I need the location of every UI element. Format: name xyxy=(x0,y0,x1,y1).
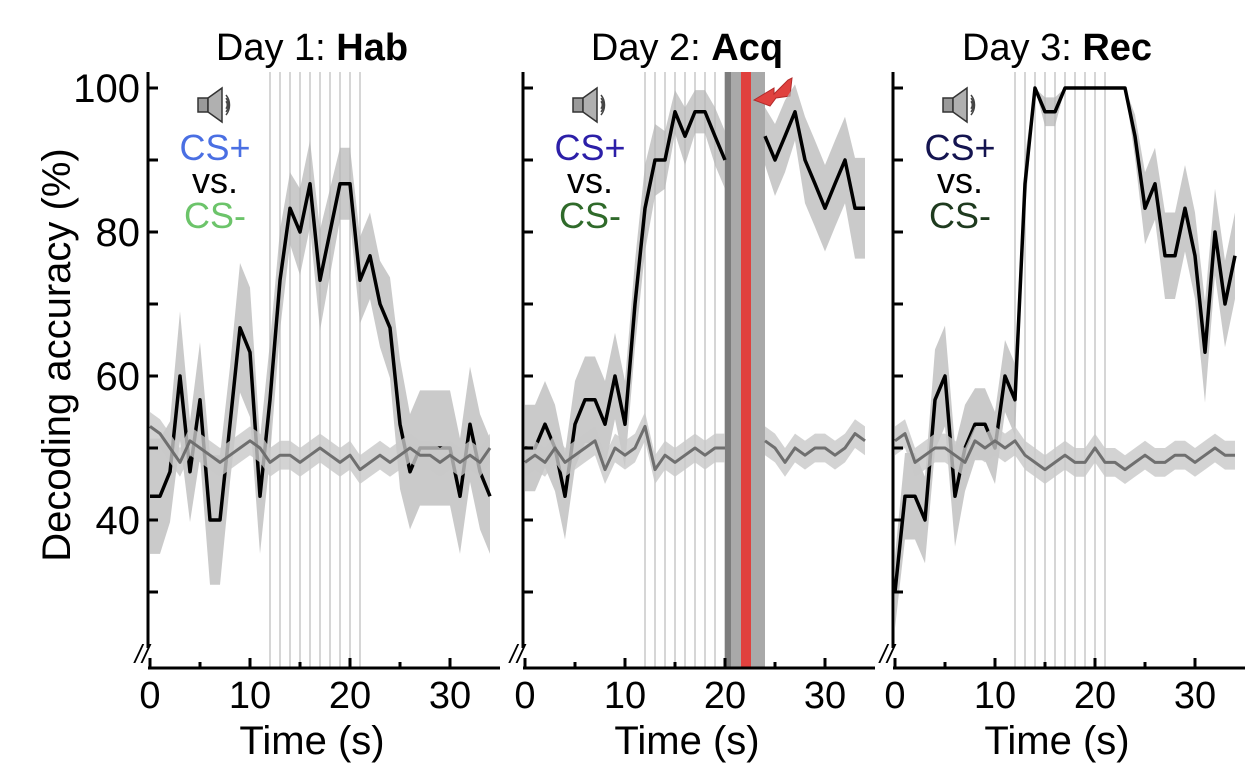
decoding-sem-band xyxy=(150,140,490,585)
legend-cs-minus: CS- xyxy=(559,195,621,236)
shock-bar xyxy=(741,72,751,668)
x-tick-label: 20 xyxy=(329,675,371,717)
shock-bolt-icon xyxy=(752,77,793,107)
legend-vs: vs. xyxy=(567,160,613,201)
x-tick-label: 20 xyxy=(704,675,746,717)
y-tick-label: 100 xyxy=(73,67,140,111)
y-tick-label: 80 xyxy=(96,211,141,255)
panel-title: Day 2: Acq xyxy=(591,27,783,69)
panel-1: // 0 10 20 30 Time (s) Day 2: Acq CS+vs.CS- xyxy=(508,27,875,763)
x-tick-label: 30 xyxy=(804,675,846,717)
legend-vs: vs. xyxy=(937,160,983,201)
axis-break: // xyxy=(878,639,897,669)
x-tick-label: 10 xyxy=(229,675,271,717)
speaker-icon xyxy=(942,86,976,124)
x-tick-label: 30 xyxy=(1174,675,1216,717)
panel-2: // 0 10 20 30 Time (s) Day 3: Rec CS+vs.CS- xyxy=(878,27,1245,763)
axis-break: // xyxy=(508,639,527,669)
legend-cs-plus: CS+ xyxy=(179,127,250,168)
x-tick-label: 0 xyxy=(884,675,905,717)
panel-title: Day 3: Rec xyxy=(962,27,1152,69)
x-tick-label: 20 xyxy=(1074,675,1116,717)
shuffle-line xyxy=(524,424,725,472)
x-axis-label: Time (s) xyxy=(984,719,1129,763)
legend-cs-minus: CS- xyxy=(929,195,991,236)
panel-title: Day 1: Hab xyxy=(216,27,408,69)
x-tick-label: 30 xyxy=(429,675,471,717)
shuffle-sem-band xyxy=(525,412,725,484)
panel-0: // 40 60 80 100 0 10 20 30 Time (s) Day 1: Hab CS+v… xyxy=(73,27,500,763)
x-tick-label: 10 xyxy=(974,675,1016,717)
x-tick-label: 0 xyxy=(139,675,160,717)
legend-cs-minus: CS- xyxy=(184,195,246,236)
y-tick-label: 60 xyxy=(96,355,141,399)
x-axis-label: Time (s) xyxy=(614,719,759,763)
x-tick-label: 10 xyxy=(604,675,646,717)
y-axis-label: Decoding accuracy (%) xyxy=(35,148,79,562)
decoding-sem-band xyxy=(765,84,865,259)
x-tick-label: 0 xyxy=(514,675,535,717)
speaker-icon xyxy=(197,86,231,124)
legend-cs-plus: CS+ xyxy=(554,127,625,168)
shuffle-line xyxy=(764,432,866,464)
x-axis-label: Time (s) xyxy=(239,719,384,763)
shuffle-sem-band xyxy=(895,419,1235,484)
decoding-line xyxy=(763,110,865,210)
decoding-sem-band xyxy=(895,88,1235,628)
shuffle-line xyxy=(149,425,492,472)
y-tick-label: 40 xyxy=(96,499,141,543)
axis-break: // xyxy=(133,639,152,669)
trial-gap-edge xyxy=(725,72,731,668)
legend-cs-plus: CS+ xyxy=(924,127,995,168)
shuffle-line xyxy=(894,432,1235,472)
speaker-icon xyxy=(572,86,606,124)
legend-vs: vs. xyxy=(192,160,238,201)
